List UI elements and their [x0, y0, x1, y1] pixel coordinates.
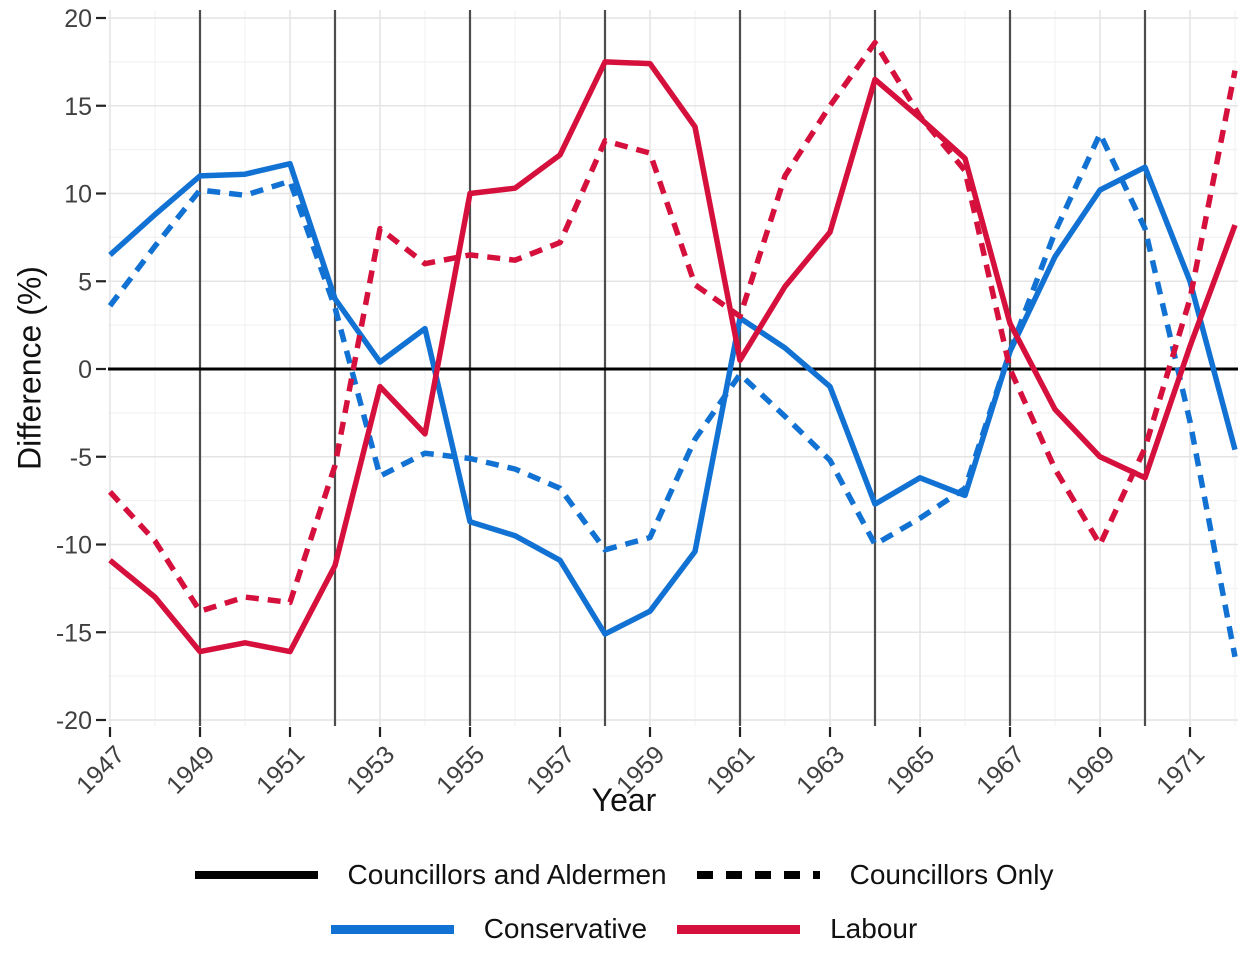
y-tick-label: -15 — [56, 619, 92, 647]
y-tick-label: -20 — [56, 707, 92, 735]
series-line-conservative-councillors-and-aldermen — [108, 160, 1238, 637]
y-tick-label: 10 — [64, 181, 92, 209]
y-tick-label: 5 — [78, 268, 92, 296]
x-axis-title: Year — [591, 782, 657, 818]
legend-label-councillors-and-aldermen: Councillors and Aldermen — [347, 859, 667, 890]
y-tick-label: 20 — [64, 5, 92, 33]
legend-key-conservative-icon — [330, 924, 454, 934]
legend-label-conservative: Conservative — [483, 913, 648, 944]
legend-label-labour: Labour — [830, 913, 918, 944]
legend-key-dashed-line-icon — [696, 871, 820, 879]
series-line-labour-councillors-and-aldermen — [108, 59, 1238, 655]
y-axis-title: Difference (%) — [11, 266, 48, 470]
legend-key-solid-line-icon — [194, 871, 318, 879]
y-tick-label: -5 — [70, 444, 92, 472]
y-tick-label: 0 — [78, 356, 92, 384]
legend-label-councillors-only: Councillors Only — [849, 859, 1054, 890]
y-tick-label: 15 — [64, 93, 92, 121]
series-line-labour-councillors-only — [107, 39, 1238, 614]
legend-linetype: Councillors and Aldermen Councillors Onl… — [0, 856, 1248, 894]
y-tick-label: -10 — [56, 532, 92, 560]
legend-key-labour-icon — [677, 924, 801, 934]
legend-colour: Conservative Labour — [0, 910, 1248, 948]
